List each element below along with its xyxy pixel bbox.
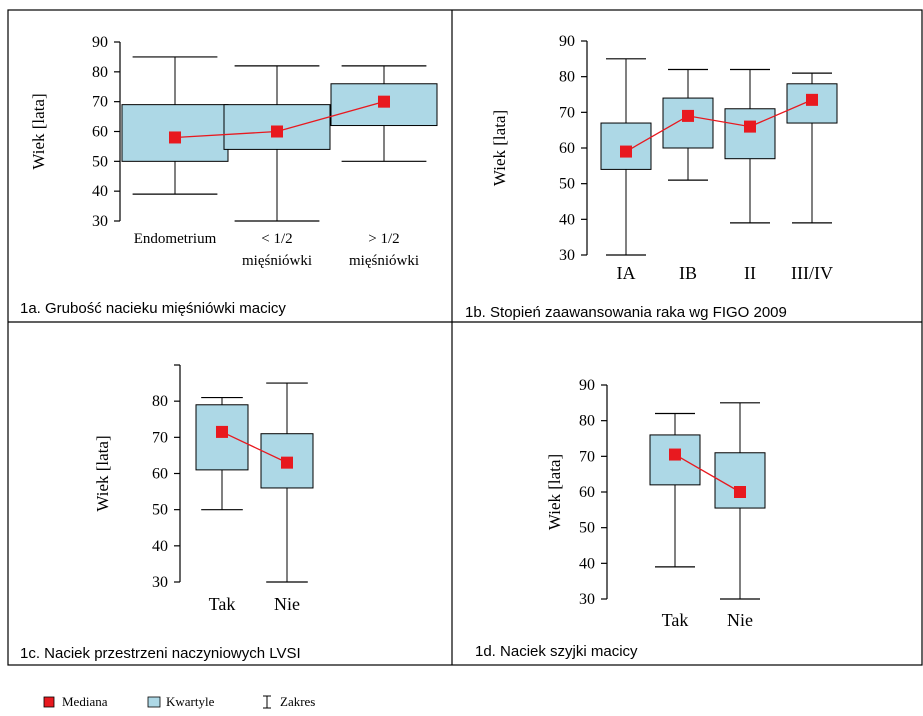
box-plot-1 — [121, 56, 229, 195]
category-label: mięśniówki — [242, 253, 312, 269]
median-marker — [169, 131, 181, 144]
y-tick-label: 40 — [92, 183, 108, 200]
median-marker — [682, 109, 694, 122]
median-marker — [744, 120, 756, 133]
median-connector — [674, 453, 741, 493]
y-tick-label: 90 — [559, 33, 575, 50]
quartile-box — [724, 108, 776, 160]
caption-1b: 1b. Stopień zaawansowania raka wg FIGO 2… — [465, 304, 787, 321]
median-marker — [669, 448, 681, 461]
median-marker — [216, 425, 228, 438]
category-label: III/IV — [791, 263, 833, 283]
median-connector — [625, 99, 813, 153]
y-tick-label: 40 — [152, 538, 168, 555]
y-axis-label: Wiek [lata] — [93, 435, 112, 511]
legend-range-icon — [263, 695, 271, 709]
box-plot-3 — [330, 65, 438, 162]
y-tick-label: 60 — [579, 484, 595, 501]
y-tick-label: 90 — [92, 34, 108, 51]
box-plot-1 — [195, 396, 249, 511]
y-tick-label: 40 — [579, 555, 595, 572]
panel-grid — [7, 9, 923, 666]
y-tick-label: 70 — [559, 104, 575, 121]
y-tick-label: 40 — [559, 211, 575, 228]
legend-quartiles-swatch — [147, 696, 161, 708]
median-marker — [734, 486, 746, 498]
y-tick-label: 90 — [152, 357, 168, 374]
y-tick-label: 50 — [559, 176, 575, 193]
category-label: Endometrium — [134, 231, 217, 247]
median-marker — [281, 456, 293, 469]
y-tick-label: 50 — [92, 153, 108, 170]
y-tick-label: 30 — [579, 591, 595, 608]
category-label: Nie — [727, 610, 753, 630]
panel-1b: 30 40 50 60 70 80 90 Wiek [lata] IA IB II III/IV — [490, 33, 838, 283]
y-tick-label: 90 — [579, 377, 595, 394]
box-plot-2 — [260, 382, 314, 583]
category-label: Tak — [662, 610, 689, 630]
category-label: IB — [679, 263, 697, 283]
category-label: IA — [617, 263, 636, 283]
median-marker — [378, 95, 390, 108]
y-tick-label: 80 — [92, 64, 108, 81]
y-tick-label: 60 — [92, 124, 108, 141]
y-tick-label: 80 — [559, 69, 575, 86]
y-tick-label: 30 — [92, 213, 108, 230]
category-label: Nie — [274, 594, 300, 614]
caption-1c: 1c. Naciek przestrzeni naczyniowych LVSI — [20, 645, 301, 662]
y-axis-label: Wiek [lata] — [29, 93, 48, 169]
category-label: II — [744, 263, 756, 283]
y-tick-label: 70 — [579, 448, 595, 465]
y-tick-label: 50 — [579, 520, 595, 537]
y-tick-label: 60 — [559, 140, 575, 157]
panel-1d: 30 40 50 60 70 80 90 Wiek [lata] Tak Nie — [545, 377, 766, 630]
y-tick-label: 30 — [152, 574, 168, 591]
y-tick-label: 60 — [152, 466, 168, 483]
box-plot-2 — [714, 402, 766, 600]
y-tick-label: 70 — [152, 429, 168, 446]
y-tick-label: 80 — [579, 413, 595, 430]
median-marker — [806, 93, 818, 106]
legend-median-swatch — [43, 696, 55, 708]
box-plot-3 — [724, 68, 776, 224]
legend: Mediana Kwartyle Zakres — [43, 694, 315, 709]
median-marker — [620, 145, 632, 158]
caption-1a: 1a. Grubość nacieku mięśniówki macicy — [20, 300, 286, 317]
legend-median-label: Mediana — [62, 694, 108, 709]
legend-quartiles-label: Kwartyle — [166, 694, 215, 709]
y-axis-label: Wiek [lata] — [545, 454, 564, 530]
quartile-box — [714, 452, 766, 509]
caption-1d: 1d. Naciek szyjki macicy — [475, 643, 638, 660]
quartile-box — [662, 97, 714, 149]
y-tick-label: 80 — [152, 393, 168, 410]
panel-1c: 30 40 50 60 70 80 90 Wiek [lata] Tak Nie — [93, 357, 314, 614]
median-marker — [271, 125, 283, 138]
category-label: mięśniówki — [349, 253, 419, 269]
category-label: > 1/2 — [368, 231, 399, 247]
category-label: < 1/2 — [261, 231, 292, 247]
legend-range-label: Zakres — [280, 694, 315, 709]
y-tick-label: 50 — [152, 502, 168, 519]
box-plot-2 — [223, 65, 331, 222]
panel-1a: 30 40 50 60 70 80 90 Wiek [lata] Endometrium < 1/… — [29, 34, 438, 269]
y-tick-label: 70 — [92, 94, 108, 111]
y-tick-label: 30 — [559, 247, 575, 264]
box-plot-2 — [662, 68, 714, 181]
y-axis-label: Wiek [lata] — [490, 110, 509, 186]
category-label: Tak — [209, 594, 236, 614]
box-plot-1 — [649, 412, 701, 568]
median-connector — [221, 431, 288, 464]
